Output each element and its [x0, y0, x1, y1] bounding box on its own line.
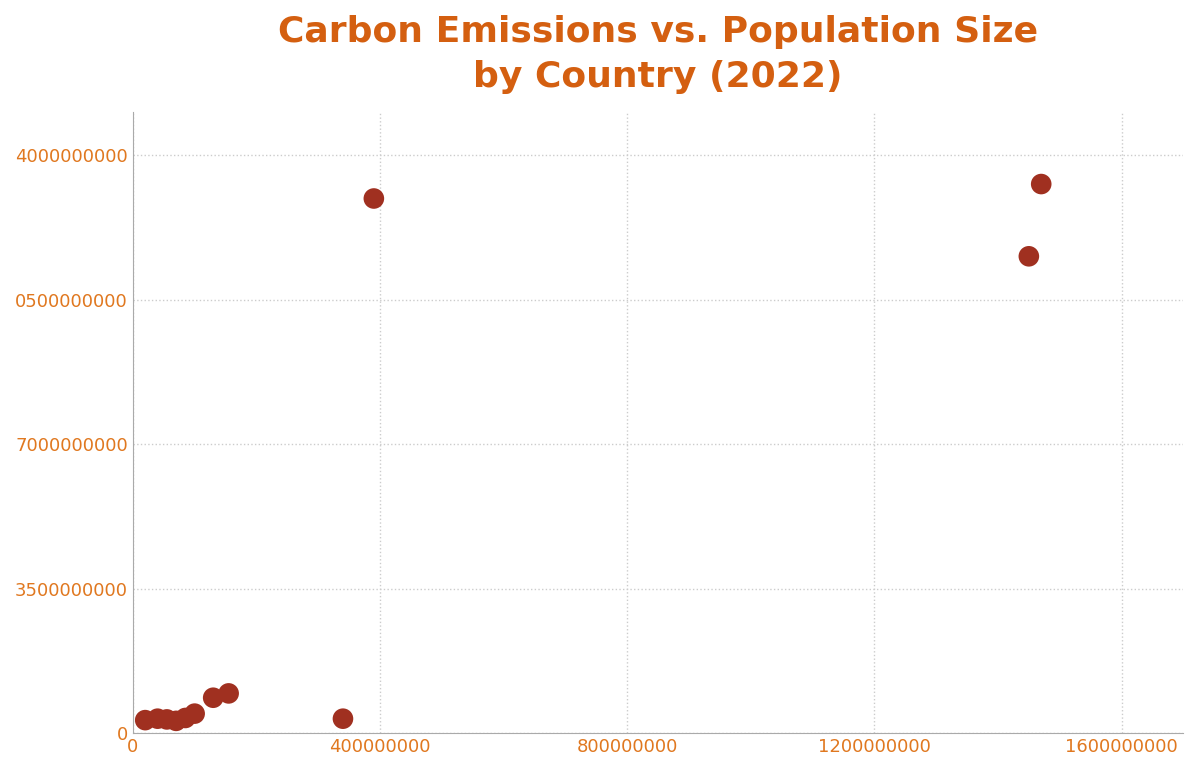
Point — [220, 687, 239, 699]
Point — [148, 712, 167, 725]
Point — [185, 708, 204, 720]
Point — [175, 712, 194, 724]
Point — [157, 713, 176, 726]
Point — [204, 692, 223, 704]
Title: Carbon Emissions vs. Population Size
by Country (2022): Carbon Emissions vs. Population Size by … — [278, 15, 1038, 94]
Point — [1019, 250, 1038, 262]
Point — [1032, 178, 1051, 190]
Point — [167, 715, 186, 727]
Point — [136, 714, 155, 726]
Point — [365, 192, 384, 204]
Point — [334, 712, 353, 725]
